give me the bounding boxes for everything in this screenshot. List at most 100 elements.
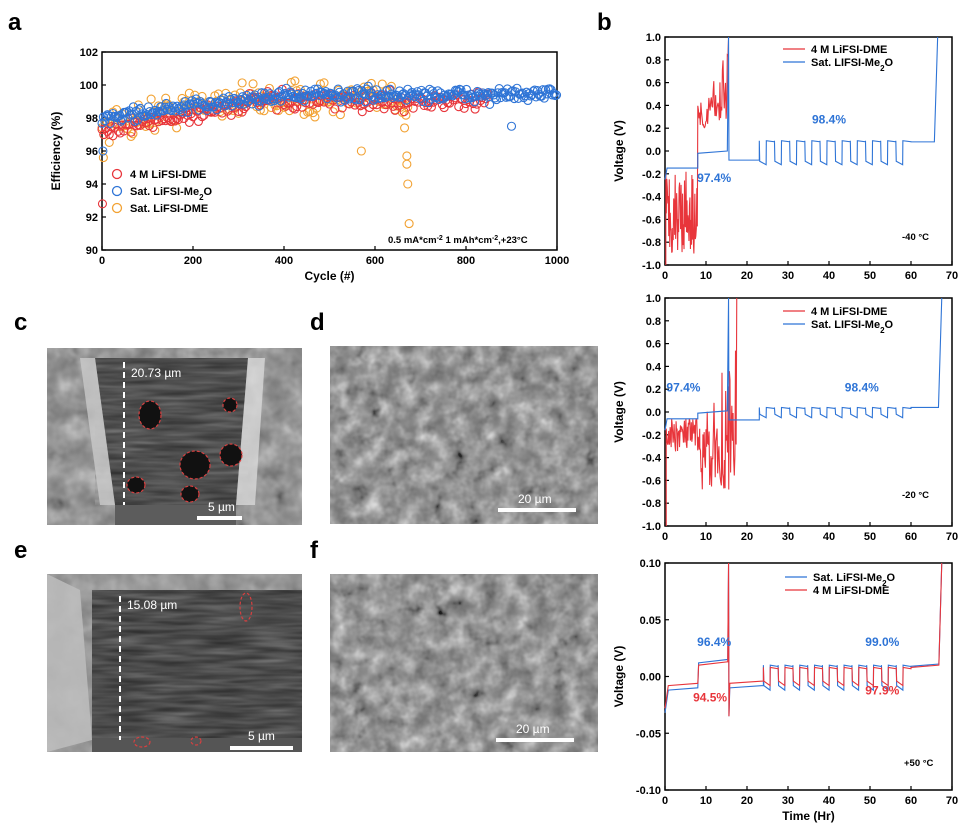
x-tick-label: 400 [275, 255, 293, 267]
data-point [150, 125, 160, 135]
y-tick-label: -0.4 [642, 192, 662, 204]
data-point [258, 93, 268, 103]
data-point [456, 85, 466, 95]
data-point [303, 91, 313, 101]
data-point [506, 121, 517, 131]
data-point [254, 101, 264, 111]
x-tick-label: 10 [700, 270, 712, 282]
x-tick-label: 30 [782, 270, 794, 282]
sem-f-scale: 20 µm [516, 722, 550, 736]
data-point [284, 92, 294, 102]
voltage-chart-minus40: 0 10 20 30 40 50 60 70 -1.0 -0.8 -0.6 -0.4 -0.2 0.0 0.… [612, 32, 958, 282]
condition-label: 0.5 mA*cm-2 1 mAh*cm-2,+23°C [388, 235, 528, 247]
sem-image-e: 15.08 µm 5 µm [47, 574, 302, 752]
legend-label: Sat. LiFSI-Me2O [813, 572, 896, 588]
x-tick-label: 0 [662, 795, 668, 807]
y-tick-label: -0.6 [642, 475, 661, 487]
y-tick-label: 0.4 [646, 100, 662, 112]
data-point [330, 104, 340, 114]
panel-label-d: d [310, 309, 325, 336]
data-point [526, 91, 536, 101]
data-point [217, 111, 227, 121]
y-tick-label: 0.8 [646, 55, 661, 67]
data-point [493, 88, 503, 98]
x-tick-label: 200 [184, 255, 202, 267]
y-tick-label: 0.0 [646, 407, 661, 419]
data-point [128, 129, 138, 139]
x-axis-label: Time (Hr) [782, 809, 834, 823]
data-point [356, 146, 366, 156]
y-axis-label: Voltage (V) [612, 646, 626, 708]
data-point [250, 90, 260, 100]
temperature-label: -40 °C [902, 232, 929, 243]
data-point [340, 95, 350, 105]
voltage-chart-minus20: 0 10 20 30 40 50 60 70 -1.0 -0.8 -0.6 -0.4 -0.2 0.0 0.… [612, 293, 958, 543]
y-tick-label: -0.8 [642, 498, 661, 510]
data-point [309, 91, 319, 101]
x-tick-label: 1000 [545, 255, 569, 267]
y-tick-label: 0.10 [640, 558, 661, 570]
data-point [184, 88, 194, 98]
series-line [664, 36, 939, 180]
y-tick-label: 1.0 [646, 32, 661, 44]
y-tick-label: 94 [86, 179, 99, 191]
x-tick-label: 10 [700, 531, 712, 543]
x-tick-label: 0 [662, 270, 668, 282]
data-point [126, 131, 136, 142]
data-point [459, 90, 469, 100]
y-tick-label: -0.8 [642, 237, 661, 249]
legend-label: Sat. LIFSI-Me2O [811, 57, 894, 73]
voltage-chart-plus50: 0 10 20 30 40 50 60 70 -0.10 -0.05 0.00 0.05 0.10 Tim… [612, 558, 958, 823]
sem-c-scale: 5 µm [208, 500, 235, 514]
data-point [248, 79, 258, 89]
y-tick-label: 100 [80, 80, 98, 92]
x-tick-label: 20 [741, 531, 753, 543]
data-point [517, 88, 527, 98]
data-point [470, 104, 480, 114]
legend-label: 4 M LiFSI-DME [811, 306, 887, 318]
y-tick-label: 0.05 [640, 615, 661, 627]
data-point [190, 90, 200, 100]
data-point [184, 117, 194, 127]
data-point [228, 98, 238, 108]
data-point [403, 179, 413, 189]
data-point [105, 118, 115, 128]
plot-frame [664, 36, 953, 266]
data-point [402, 159, 412, 169]
series-4-m-lifsi-dme [664, 562, 943, 717]
data-point [371, 85, 381, 95]
data-point [132, 121, 142, 131]
x-tick-label: 20 [741, 795, 753, 807]
data-point [146, 94, 156, 104]
data-point [319, 78, 329, 88]
data-point [255, 96, 265, 106]
series-line [664, 297, 943, 431]
y-tick-label: 90 [86, 245, 98, 257]
series-line [664, 562, 943, 717]
data-point [408, 103, 418, 113]
y-axis-label: Voltage (V) [612, 381, 626, 443]
data-point [97, 124, 107, 135]
y-tick-label: -0.2 [642, 430, 661, 442]
data-point [470, 97, 480, 107]
data-point [395, 98, 406, 108]
data-point [292, 101, 302, 112]
y-tick-label: 0.2 [646, 123, 661, 135]
temperature-label: +50 °C [904, 758, 934, 769]
x-tick-label: 40 [823, 531, 835, 543]
series-sat-lifsi-me2o [664, 36, 939, 180]
sem-image-f: 20 µm [330, 574, 598, 752]
series-line [665, 297, 738, 526]
data-point [375, 93, 386, 103]
sem-d-scale: 20 µm [518, 492, 552, 506]
x-tick-label: 50 [864, 270, 876, 282]
panel-label-b: b [597, 9, 612, 36]
data-point [272, 94, 282, 104]
panel-label-f: f [310, 537, 319, 564]
data-point [183, 107, 193, 118]
data-point [272, 105, 282, 115]
data-point [351, 95, 361, 105]
legend-label: 4 M LiFSI-DME [813, 585, 889, 597]
y-tick-label: 102 [80, 47, 98, 59]
series-4-m-lifsi-dme [665, 36, 730, 265]
